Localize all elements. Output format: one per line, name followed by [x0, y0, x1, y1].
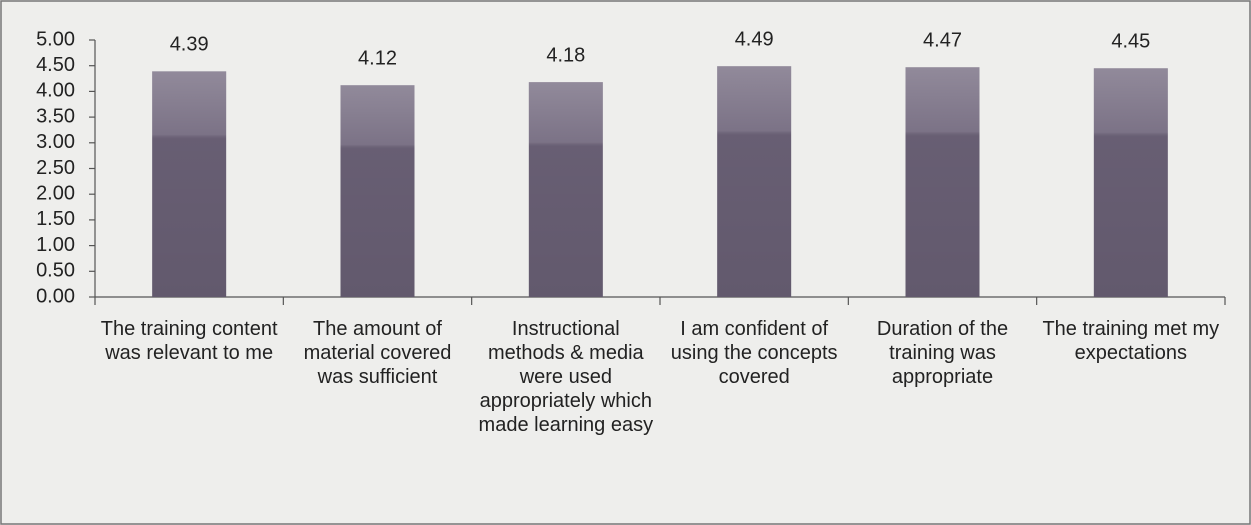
bar [340, 85, 415, 298]
y-tick-label: 1.50 [36, 208, 75, 230]
value-label: 4.18 [546, 44, 585, 66]
y-tick-label: 4.00 [36, 80, 75, 102]
y-tick-label: 2.00 [36, 182, 75, 204]
bar [152, 71, 227, 297]
x-tick-label: The training met my expectations [1042, 318, 1219, 364]
y-tick-label: 1.00 [36, 234, 75, 256]
x-tick-label: Instructional methods & media were used app… [479, 318, 654, 436]
value-label: 4.12 [358, 48, 397, 70]
y-tick-label: 3.00 [36, 131, 75, 153]
x-tick-label: I am confident of using the concepts cover… [671, 318, 838, 388]
y-tick-label: 5.00 [36, 28, 75, 50]
value-label: 4.49 [735, 28, 774, 50]
bar [905, 67, 980, 297]
value-label: 4.45 [1111, 31, 1150, 53]
x-tick-label: Duration of the training was appropriate [877, 318, 1008, 388]
y-tick-label: 0.00 [36, 285, 75, 307]
value-label: 4.39 [170, 34, 209, 56]
value-label: 4.47 [923, 30, 962, 52]
bar [1093, 68, 1168, 298]
y-tick-label: 3.50 [36, 105, 75, 127]
x-tick-label: The amount of material covered was suffici… [304, 318, 452, 388]
y-tick-label: 0.50 [36, 260, 75, 282]
y-tick-label: 2.50 [36, 157, 75, 179]
x-tick-label: The training content was relevant to me [101, 318, 278, 364]
bar [528, 82, 603, 297]
bar [717, 66, 792, 298]
y-tick-label: 4.50 [36, 54, 75, 76]
